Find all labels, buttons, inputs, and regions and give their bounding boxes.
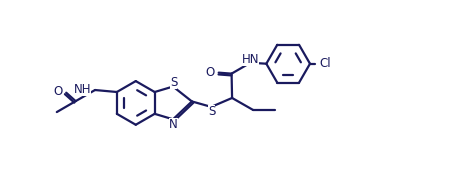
Text: O: O (205, 66, 215, 79)
Text: NH: NH (74, 83, 91, 95)
Text: O: O (53, 85, 62, 98)
Text: HN: HN (242, 53, 259, 66)
Text: S: S (170, 76, 177, 89)
Text: N: N (169, 117, 178, 131)
Text: S: S (208, 105, 215, 118)
Text: Cl: Cl (319, 57, 330, 70)
